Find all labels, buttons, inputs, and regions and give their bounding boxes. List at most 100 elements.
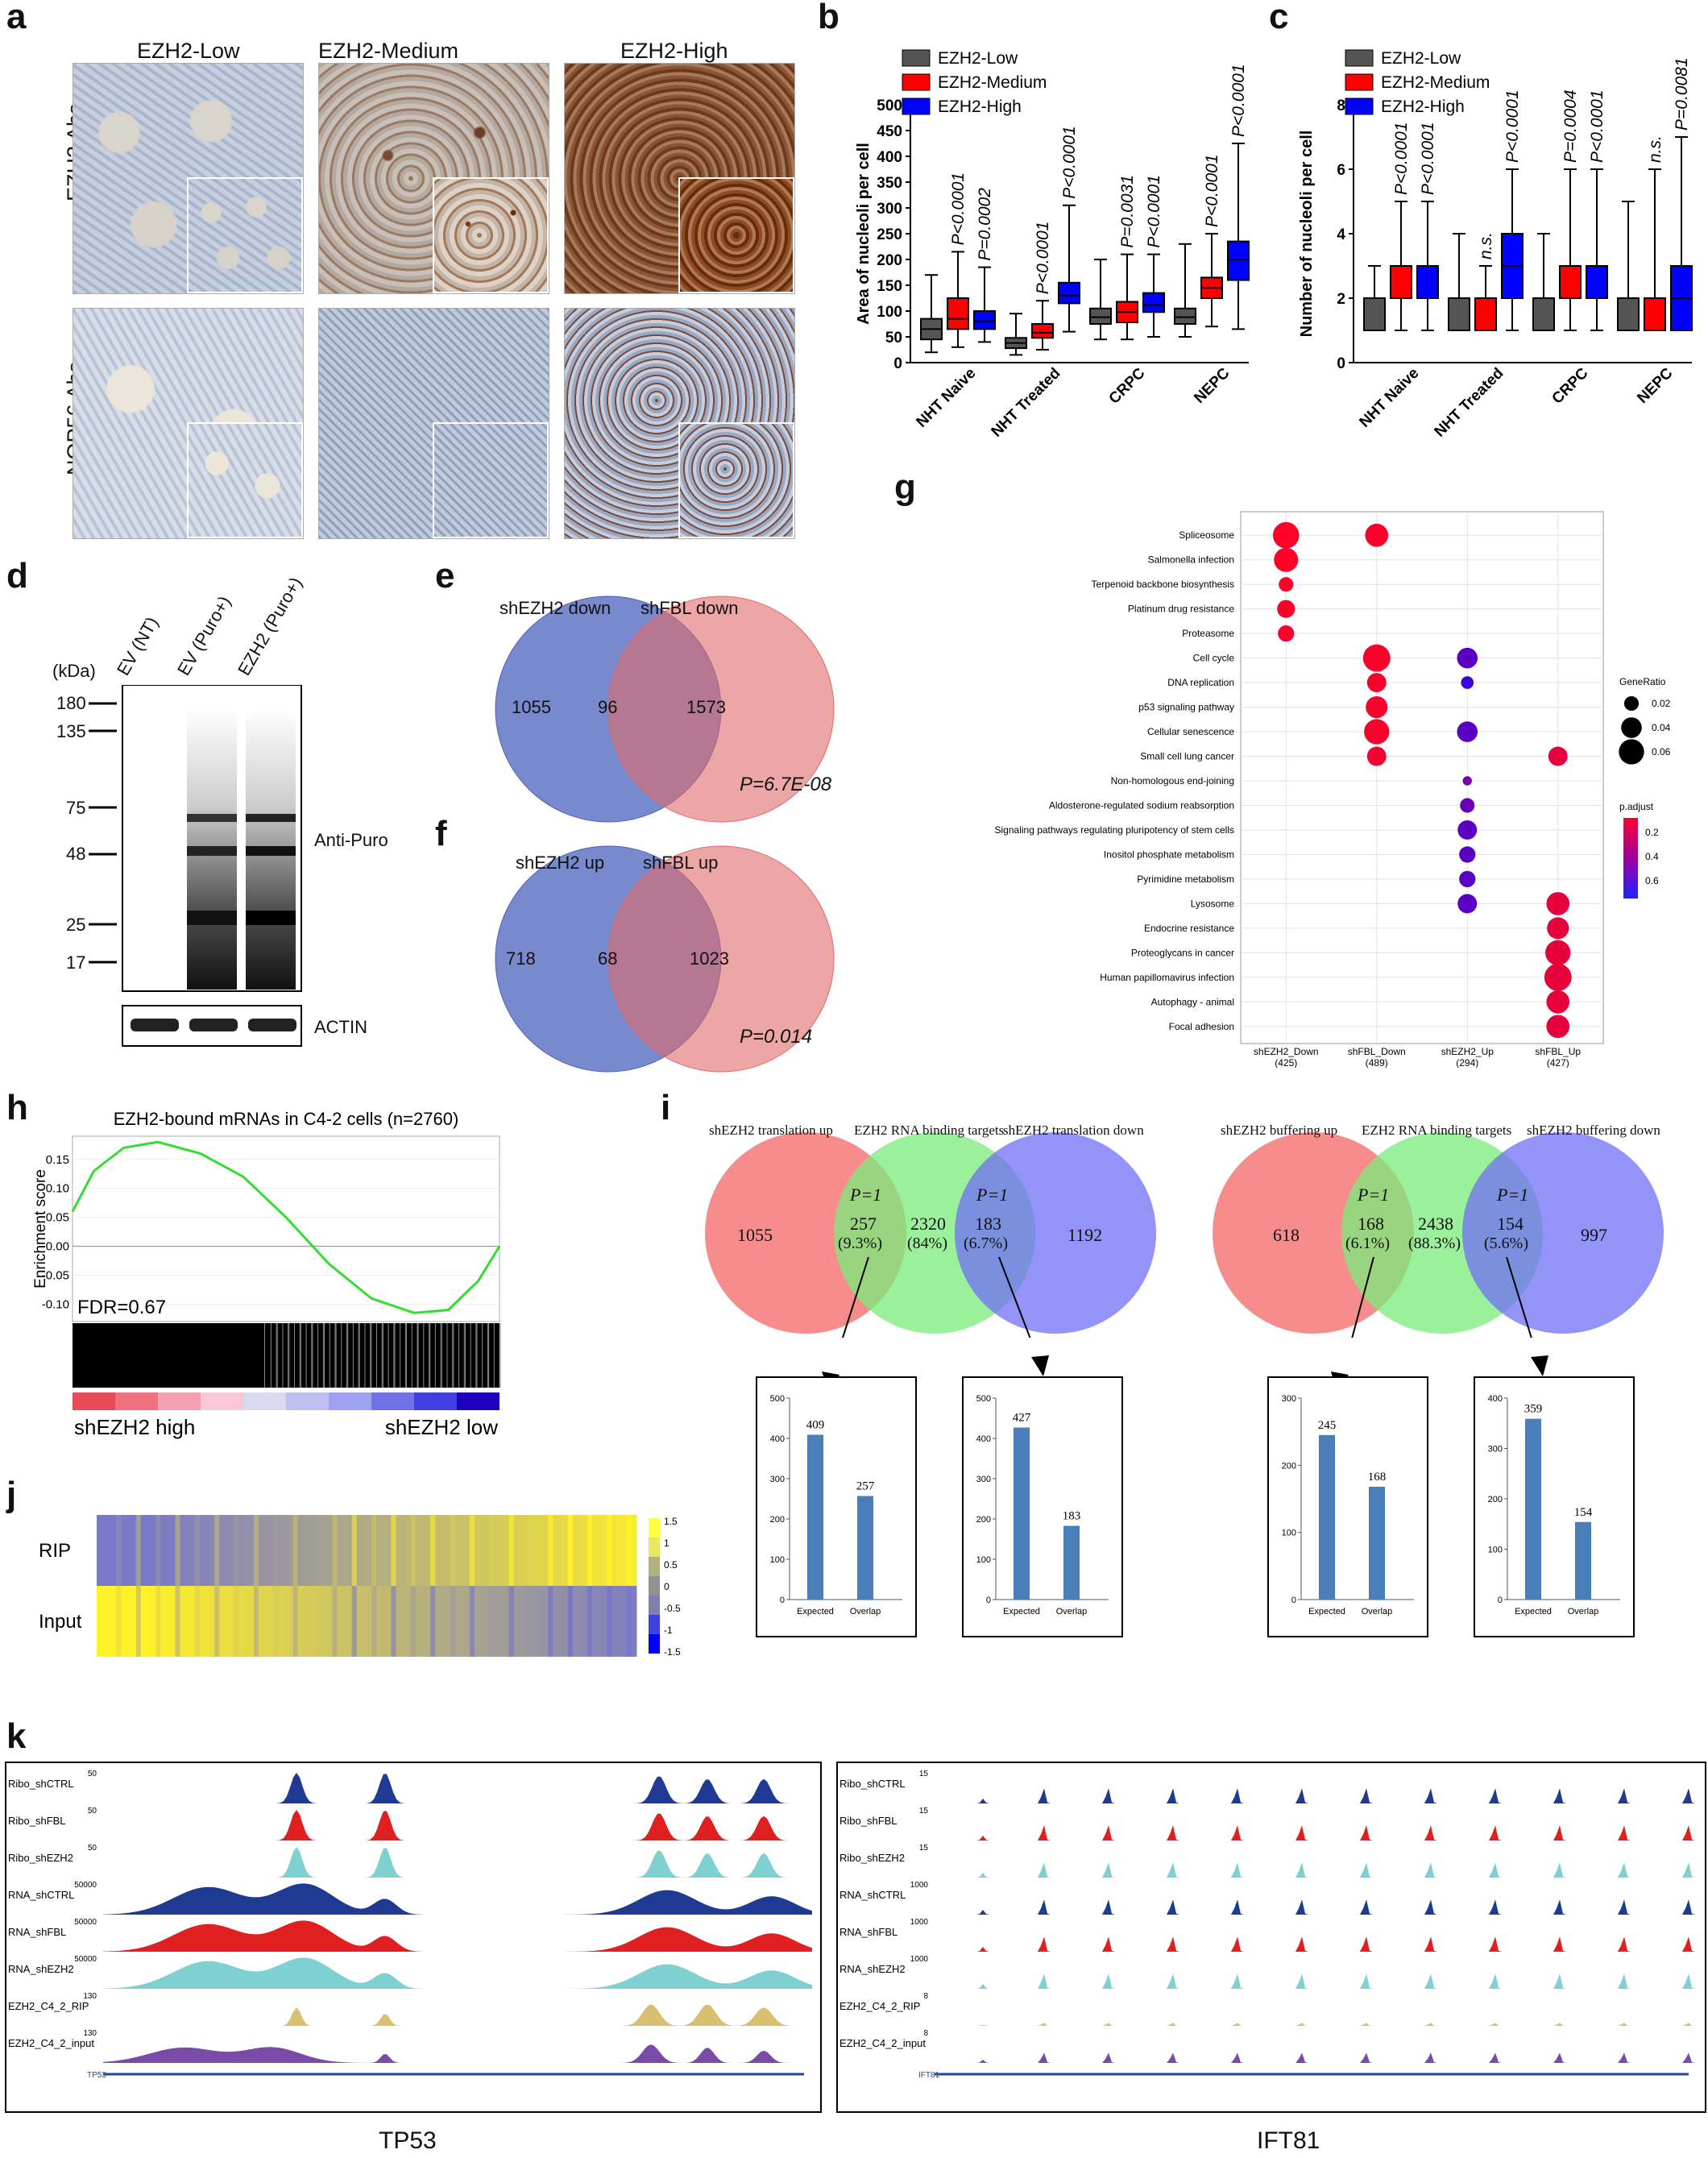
heat-cell [548,1586,553,1657]
dot [1461,676,1474,689]
lane-label-ezh2-puro: EZH2 (Puro+) [234,573,306,679]
heat-cell [332,1586,338,1657]
box [1586,265,1608,299]
venn-f-left-count: 718 [506,948,536,969]
lane-label-ev-nt: EV (NT) [113,613,163,679]
heat-cell [499,1586,505,1657]
row-label: Aldosterone-regulated sodium reabsorptio… [1049,799,1234,811]
heat-cell [224,1586,230,1657]
venn-i-left-p1: P=1 [850,1185,882,1205]
heat-cell [597,1515,603,1586]
heat-cell [209,1515,215,1586]
col-header-low: EZH2-Low [137,39,240,63]
scale-swatch [649,1596,660,1615]
row-label: Proteoglycans in cancer [1131,947,1234,958]
y-tick-label: 250 [877,226,902,243]
heat-cell [572,1515,578,1586]
heat-cell [273,1586,279,1657]
y-tick-label: 300 [770,1475,785,1484]
column-count: (425) [1275,1057,1297,1068]
row-label: DNA replication [1167,677,1234,688]
category-label: Overlap [1056,1607,1088,1616]
y-tick-label: 200 [1282,1461,1296,1471]
p-value: P=0.0031 [1118,175,1137,248]
legend-color-title: p.adjust [1619,801,1654,812]
heat-cell [351,1515,358,1586]
y-tick-label: 50 [885,330,902,347]
heat-cell [572,1586,578,1657]
heat-cell [292,1586,299,1657]
y-tick-label: 100 [770,1555,785,1565]
gene-label-tp53: TP53 [379,2127,437,2154]
y-tick-label: 0.10 [46,1182,69,1196]
track-label: Ribo_shFBL [8,1815,66,1827]
ihc-ezh2-low [73,63,304,294]
y-tick-label: 300 [1488,1445,1503,1455]
heat-cell [592,1586,598,1657]
track-scale: 8 [923,1992,928,2001]
legend-size-label: 0.06 [1652,746,1671,757]
row-label: Salmonella infection [1148,554,1234,566]
venn-i-right-pct-ov1: (6.1%) [1345,1235,1390,1252]
heat-cell [165,1515,171,1586]
heat-cell [102,1515,107,1586]
gene-label-ift81: IFT81 [1257,2127,1320,2154]
heat-cell [238,1586,245,1657]
heat-cell [454,1515,461,1586]
y-tick-label: 500 [770,1394,785,1404]
heat-cell [283,1586,289,1657]
y-tick-label: 0.05 [46,1211,69,1225]
track-scale: 130 [83,1992,97,2001]
heat-cell [445,1586,451,1657]
scale-swatch [649,1615,660,1634]
heat-cell [307,1586,313,1657]
heat-cell [386,1515,392,1586]
dot [1366,746,1387,766]
heat-cell [194,1586,201,1657]
box [1031,323,1054,339]
heat-cell [405,1515,412,1586]
heat-cell [140,1515,147,1586]
heat-cell [297,1515,304,1586]
heat-cell [616,1586,623,1657]
heat-cell [361,1586,367,1657]
heat-cell [135,1515,142,1586]
box [1227,240,1250,281]
venn-e-right-label: shFBL down [640,598,739,618]
heat-cell [214,1586,220,1657]
heat-cell [209,1586,215,1657]
heat-cell [175,1515,181,1586]
track-scale: 15 [919,1844,929,1853]
heat-cell [400,1515,407,1586]
bar-value: 154 [1574,1506,1593,1519]
gene-small-label: TP53 [87,2071,106,2080]
track-scale: 130 [83,2029,97,2038]
bar [1369,1487,1385,1600]
y-tick-label: -0.05 [42,1269,69,1283]
heat-cell [450,1515,456,1586]
y-tick-label: 100 [976,1555,991,1565]
heat-cell [415,1586,421,1657]
heat-cell [140,1586,147,1657]
venn-i-left-n-ov2: 183 [975,1214,1001,1234]
heat-cell [386,1586,392,1657]
x-right-label: shEZH2 low [385,1415,498,1439]
box [1058,281,1080,305]
track-scale: 50 [88,1770,97,1778]
heat-cell [342,1515,348,1586]
venn-i-left-n-right: 1192 [1068,1225,1103,1245]
kda-label: (kDa) [52,661,96,681]
tracks-tp53: Ribo_shCTRL 50 Ribo_shFBL 50 Ribo_shEZH2 50 RN… [5,1762,822,2113]
heat-cell [504,1586,510,1657]
bar-value: 245 [1318,1419,1337,1432]
heat-cell [543,1515,549,1586]
heat-cell [317,1515,323,1586]
track-label: EZH2_C4_2_RIP [8,2000,89,2012]
heat-cell [376,1586,382,1657]
y-tick-label: 8 [1337,98,1345,114]
heat-cell [459,1586,466,1657]
venn-i-left-pct-ov2: (6.7%) [964,1235,1008,1252]
track-label: EZH2_C4_2_input [8,2037,94,2049]
heat-cell [278,1515,284,1586]
venn-i-left-label-1: shEZH2 translation up [709,1123,833,1138]
